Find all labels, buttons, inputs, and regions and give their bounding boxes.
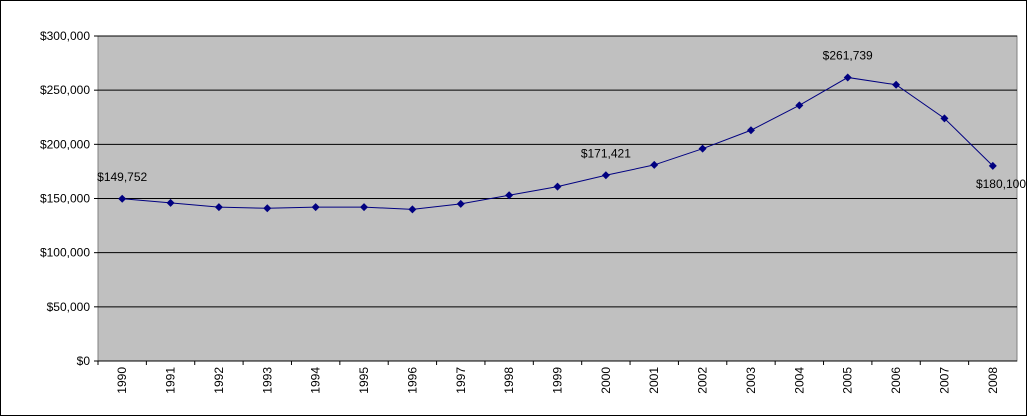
data-point: [698, 144, 707, 153]
x-tick-label: 1998: [502, 367, 516, 394]
data-label: $171,421: [581, 146, 631, 160]
data-label: $180,100: [976, 177, 1026, 191]
data-point: [988, 161, 997, 170]
data-label: $149,752: [97, 170, 147, 184]
data-point: [263, 204, 272, 213]
x-tick-label: 1992: [212, 367, 226, 394]
data-point: [166, 198, 175, 207]
data-point: [456, 199, 465, 208]
y-tick-label: $250,000: [40, 83, 90, 97]
x-tick-label: 1997: [454, 367, 468, 394]
data-point: [892, 80, 901, 89]
y-tick-label: $100,000: [40, 246, 90, 260]
x-tick-label: 2007: [937, 367, 951, 394]
data-label: $261,739: [823, 48, 873, 62]
x-tick-label: 2002: [696, 367, 710, 394]
x-tick-label: 2000: [599, 367, 613, 394]
data-point: [843, 73, 852, 82]
data-point: [553, 182, 562, 191]
data-point: [795, 101, 804, 110]
data-point: [746, 126, 755, 135]
x-tick-label: 2001: [647, 367, 661, 394]
x-tick-label: 2003: [744, 367, 758, 394]
data-point: [505, 191, 514, 200]
data-point: [650, 160, 659, 169]
x-tick-label: 1995: [357, 367, 371, 394]
x-tick-label: 1994: [309, 367, 323, 394]
data-point: [118, 194, 127, 203]
x-tick-label: 1996: [405, 367, 419, 394]
x-tick-label: 1999: [551, 367, 565, 394]
y-tick-label: $150,000: [40, 192, 90, 206]
x-tick-label: 2008: [986, 367, 1000, 394]
y-tick-label: $300,000: [40, 29, 90, 43]
x-tick-label: 1993: [260, 367, 274, 394]
data-point: [360, 203, 369, 212]
y-tick-label: $200,000: [40, 137, 90, 151]
data-point: [311, 203, 320, 212]
x-tick-label: 1991: [164, 367, 178, 394]
x-tick-label: 2005: [841, 367, 855, 394]
x-tick-label: 1990: [115, 367, 129, 394]
data-point: [940, 114, 949, 123]
y-tick-label: $0: [77, 354, 91, 368]
y-tick-label: $50,000: [47, 300, 91, 314]
data-point: [408, 205, 417, 214]
x-tick-label: 2006: [889, 367, 903, 394]
x-tick-label: 2004: [792, 367, 806, 394]
data-point: [601, 171, 610, 180]
data-point: [214, 203, 223, 212]
